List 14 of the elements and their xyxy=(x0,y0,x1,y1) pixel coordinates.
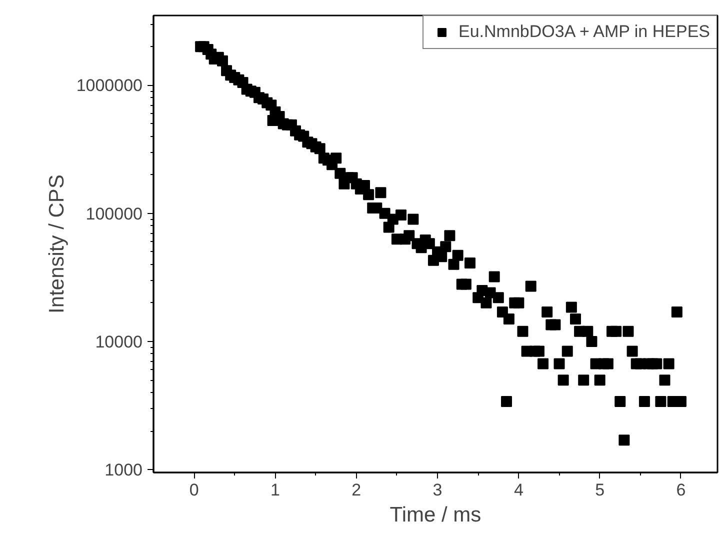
y-tick-label: 1000 xyxy=(104,460,143,480)
y-tick-label: 10000 xyxy=(95,332,143,352)
x-tick-label: 3 xyxy=(432,480,442,500)
x-tick-label: 5 xyxy=(595,480,605,500)
x-tick-label: 4 xyxy=(514,480,524,500)
x-tick-label: 2 xyxy=(352,480,362,500)
y-axis-title: Intensity / CPS xyxy=(45,174,68,314)
y-tick-label: 1000000 xyxy=(76,76,143,96)
x-tick-label: 6 xyxy=(676,480,686,500)
x-tick-label: 0 xyxy=(189,480,199,500)
y-tick-label: 100000 xyxy=(86,204,143,224)
x-tick-label: 1 xyxy=(270,480,280,500)
x-axis-title: Time / ms xyxy=(390,504,482,526)
legend-label: Eu.NmnbDO3A + AMP in HEPES xyxy=(458,22,710,42)
